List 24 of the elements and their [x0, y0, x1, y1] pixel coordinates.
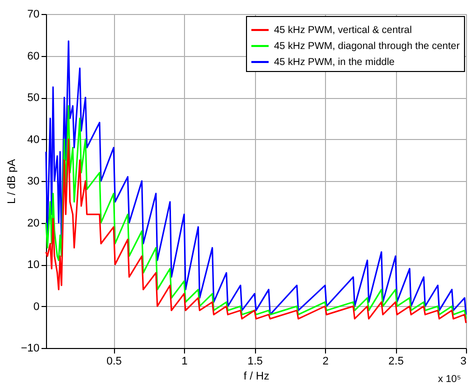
legend-label: 45 kHz PWM, vertical & central [274, 25, 412, 36]
x-tick-label: 2.5 [388, 356, 404, 368]
x-tick-label: 0.5 [106, 356, 122, 368]
x-tick-label: 1 [182, 356, 188, 368]
y-tick-label: 60 [27, 50, 40, 62]
line-series [45, 40, 467, 316]
x-tick-label: 1.5 [247, 356, 263, 368]
line-series [45, 105, 467, 320]
x-tick-label: 2 [322, 356, 329, 368]
line-series [45, 138, 467, 324]
y-tick-label: 70 [27, 8, 40, 20]
y-tick-label: −10 [20, 342, 40, 354]
x-tick-label: 3 [460, 356, 466, 368]
x-axis-title: f / Hz [244, 370, 270, 382]
y-tick-label: 30 [27, 176, 40, 188]
y-tick-label: 10 [27, 259, 40, 271]
y-tick-label: 50 [27, 92, 40, 104]
y-tick-label: 40 [27, 134, 40, 146]
y-tick-label: 20 [27, 217, 40, 230]
text: x 10⁵ [438, 374, 461, 385]
y-axis-title: L / dB pA [6, 158, 18, 204]
legend-label: 45 kHz PWM, diagonal through the center [274, 41, 460, 52]
y-tick-label: 0 [33, 300, 40, 313]
legend-label: 45 kHz PWM, in the middle [274, 57, 396, 68]
